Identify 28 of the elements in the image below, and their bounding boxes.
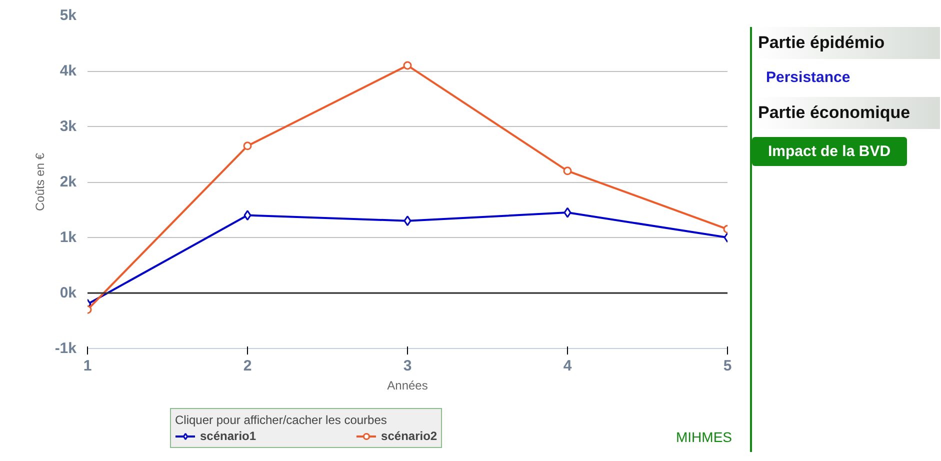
point xyxy=(404,216,412,226)
x-tick-label: 1 xyxy=(83,358,92,374)
text: Persistance xyxy=(765,68,852,88)
text: Impact de la BVD xyxy=(752,136,907,166)
y-tick-label: 3k xyxy=(60,118,78,135)
point xyxy=(243,142,252,150)
y-tick-label: 4k xyxy=(60,62,78,80)
text: MIHMES xyxy=(676,428,732,447)
y-tick-label: 2k xyxy=(60,174,78,190)
x-tick-label: 4 xyxy=(563,358,572,374)
point xyxy=(403,61,412,70)
x-tick-label: 5 xyxy=(723,358,732,374)
x-tick-label: 2 xyxy=(243,358,252,374)
legend-label: scénario1 xyxy=(200,429,256,443)
point xyxy=(244,210,252,221)
x-tick-label: 3 xyxy=(403,358,412,374)
text: Partie économique xyxy=(752,96,940,129)
text: Partie épidémio xyxy=(752,27,940,60)
y-tick-label: -1k xyxy=(54,340,78,357)
y-tick-label: 0k xyxy=(60,284,78,302)
point xyxy=(564,207,572,218)
y-axis-title: Coûts en € xyxy=(32,152,47,212)
point xyxy=(563,166,572,176)
y-tick-label: 5k xyxy=(60,7,78,24)
y-tick-label: 1k xyxy=(60,229,78,246)
x-axis-title: Années xyxy=(387,378,428,392)
legend-title: Cliquer pour afficher/cacher les courbes xyxy=(175,413,388,427)
legend-label: scénario2 xyxy=(381,429,438,443)
